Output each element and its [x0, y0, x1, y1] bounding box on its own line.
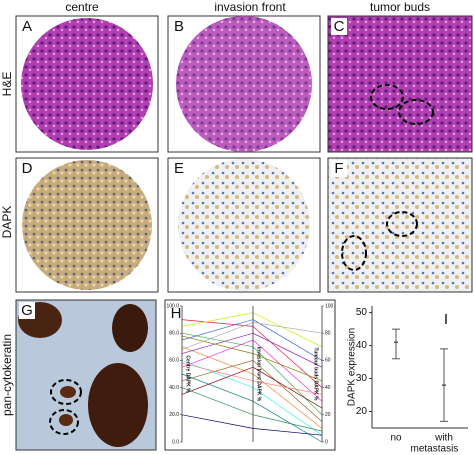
- stain-blob: [59, 414, 73, 426]
- y-tick-label: 20.0: [169, 412, 179, 418]
- tissue-core: [178, 159, 310, 291]
- column-header: centre: [65, 0, 99, 14]
- panel-image: [327, 157, 473, 293]
- x-axis-label: metastasis: [411, 444, 459, 455]
- y-tick-label: 100.0: [166, 303, 179, 309]
- letter-box: [171, 160, 187, 177]
- y2-tick-label: 60: [325, 358, 331, 364]
- bud-marker: [386, 211, 418, 237]
- panel-letter: A: [22, 18, 32, 35]
- y-axis-label: DAPK expression: [347, 328, 358, 406]
- y2-tick-label: 100: [325, 303, 334, 309]
- stain-blob: [88, 363, 148, 447]
- letter-box: [19, 18, 35, 35]
- x-tick-label: no: [390, 433, 402, 444]
- panel-image: [327, 15, 473, 153]
- error-bar: [392, 328, 400, 360]
- y2-tick-label: 0: [325, 439, 328, 445]
- y-tick-label: 60.0: [169, 358, 179, 364]
- panel-letters: A B C D E F G H I: [19, 18, 448, 328]
- panel-letter: B: [174, 18, 184, 35]
- panel-letter: F: [334, 160, 343, 177]
- bud-marker: [49, 409, 79, 435]
- bud-marker: [341, 235, 367, 271]
- y-tick-label: 50: [356, 307, 368, 318]
- bud-marker: [370, 84, 404, 110]
- row-label: H&E: [0, 72, 14, 97]
- letter-box: [168, 305, 184, 322]
- axis-label: Tumour buds DAPK %: [313, 348, 319, 402]
- y-tick-label: 30: [356, 373, 368, 384]
- stain-blob: [112, 304, 148, 352]
- column-header: invasion front: [214, 0, 286, 14]
- letter-box: [331, 160, 347, 177]
- column-headers: centre invasion front tumor buds: [65, 0, 430, 14]
- letter-box: [331, 18, 347, 35]
- y2-tick-label: 20: [325, 412, 331, 418]
- y-tick-label: 80.0: [169, 331, 179, 337]
- axis-label: Centre DAPK %: [185, 355, 191, 393]
- y2-tick-label: 80: [325, 331, 331, 337]
- bud-marker: [50, 379, 82, 405]
- y-tick-label: 40: [356, 340, 368, 351]
- tissue-core: [176, 16, 312, 152]
- tissue-core: [21, 18, 153, 150]
- tissue-core: [22, 160, 152, 290]
- letter-box: [19, 302, 35, 319]
- y-tick-label: 0.0: [172, 439, 179, 445]
- y-tick-label: 40.0: [169, 385, 179, 391]
- panel-letter: G: [21, 302, 33, 319]
- panel-letter: I: [444, 311, 448, 328]
- x-tick-label: with: [434, 433, 453, 444]
- y-tick-label: 20: [356, 406, 368, 417]
- letter-box: [19, 160, 35, 177]
- row-label: pan-cytokeratin: [0, 334, 14, 416]
- column-header: tumor buds: [370, 0, 430, 14]
- panel-letter: E: [174, 160, 184, 177]
- axis-label: Invasion front DAPK %: [256, 347, 262, 402]
- letter-box: [171, 18, 187, 35]
- panel-letter: D: [22, 160, 33, 177]
- y2-tick-label: 40: [325, 385, 331, 391]
- row-label: DAPK: [0, 206, 14, 239]
- panel-letter: H: [171, 305, 182, 322]
- stain-blob: [60, 386, 76, 398]
- panel-letter: C: [334, 18, 345, 35]
- bud-marker: [398, 99, 434, 125]
